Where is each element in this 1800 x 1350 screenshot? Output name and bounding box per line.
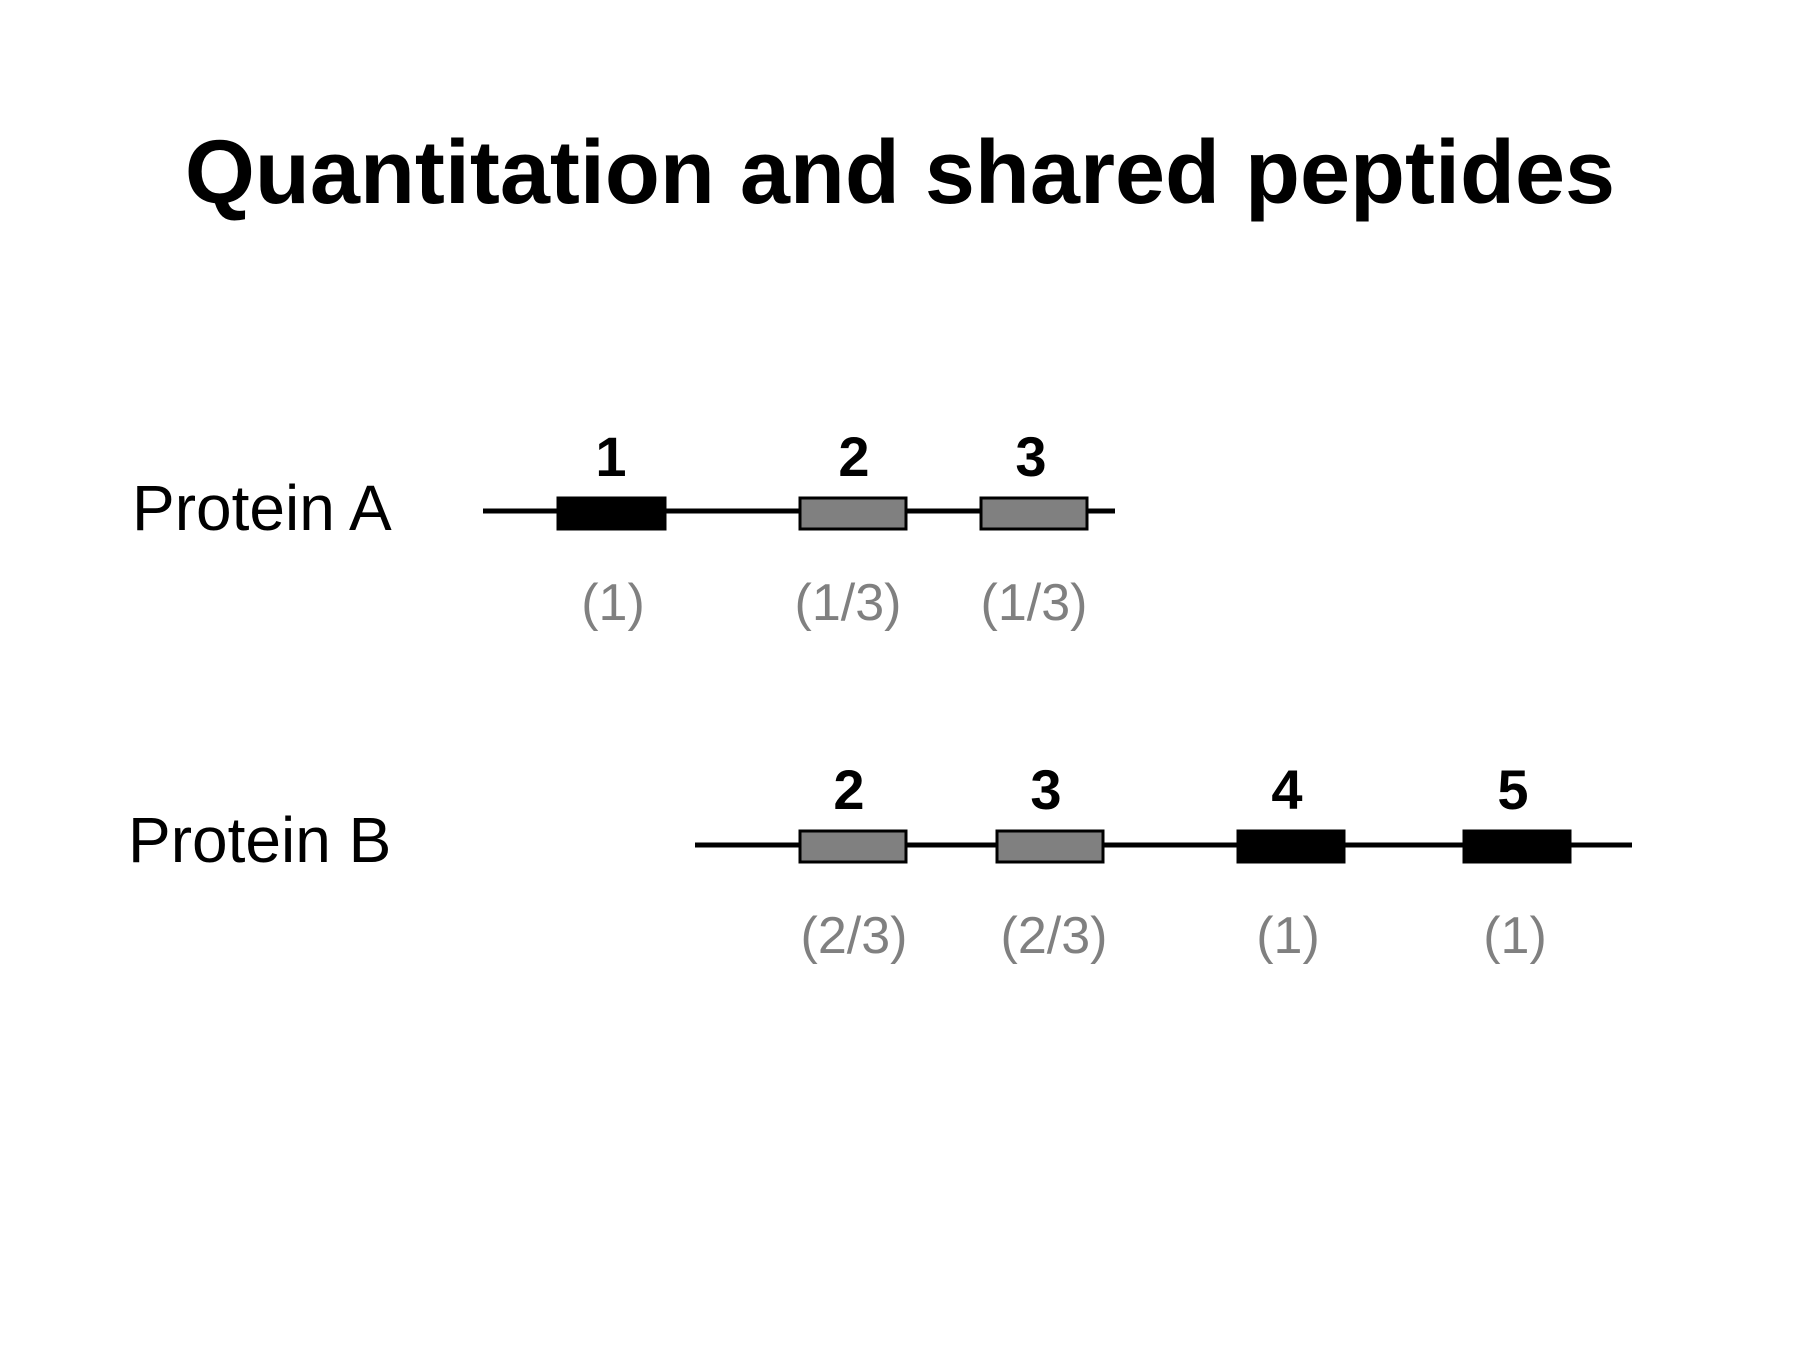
protein-b-track: Protein B 2 (2/3) 3 (2/3) 4 (1) 5 (1) [128, 758, 1632, 965]
protein-a-label: Protein A [132, 472, 392, 544]
protein-a-peptide-3-box [979, 496, 1089, 531]
protein-a-peptide-3-fraction: (1/3) [981, 574, 1088, 632]
protein-a-track: Protein A 1 (1) 2 (1/3) 3 (1/3) [132, 425, 1115, 632]
protein-a-peptide-1-number: 1 [595, 425, 626, 488]
protein-b-peptide-4-fraction: (1) [1256, 907, 1320, 965]
protein-b-peptide-3-box [995, 829, 1105, 864]
protein-b-peptide-4-box [1236, 829, 1346, 864]
protein-a-peptide-2-fraction: (1/3) [795, 574, 902, 632]
protein-b-peptide-2-number: 2 [833, 758, 864, 821]
protein-b-peptide-5-fraction: (1) [1483, 907, 1547, 965]
protein-a-peptide-1-fraction: (1) [581, 574, 645, 632]
protein-a-peptide-2-box [798, 496, 908, 531]
protein-a-peptide-3-number: 3 [1015, 425, 1046, 488]
protein-b-peptide-2-fraction: (2/3) [801, 907, 908, 965]
protein-a-peptide-2-number: 2 [838, 425, 869, 488]
protein-b-peptide-3-fraction: (2/3) [1001, 907, 1108, 965]
protein-b-peptide-4-number: 4 [1271, 758, 1302, 821]
protein-b-peptide-2-box [798, 829, 908, 864]
protein-a-peptide-1-box [556, 496, 667, 531]
protein-b-peptide-5-number: 5 [1497, 758, 1528, 821]
slide-title: Quantitation and shared peptides [184, 123, 1616, 223]
protein-b-peptide-5-box [1462, 829, 1572, 864]
protein-b-label: Protein B [128, 804, 391, 876]
protein-b-peptide-3-number: 3 [1030, 758, 1061, 821]
